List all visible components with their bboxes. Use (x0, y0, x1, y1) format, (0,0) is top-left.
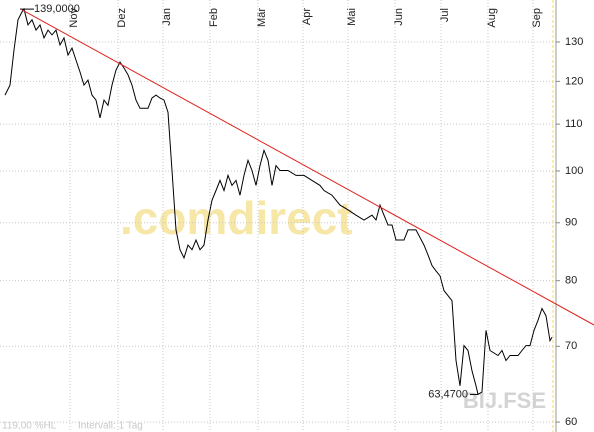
price-line (21, 9, 594, 326)
x-tick-label: Feb (208, 8, 220, 27)
y-tick-label: 90 (565, 217, 577, 229)
x-tick-label: Jul (439, 8, 451, 22)
price-line (4, 7, 553, 396)
x-tick-label: Mai (346, 8, 358, 26)
x-tick-label: Apr (301, 8, 313, 25)
watermark: .comdirect (120, 192, 353, 244)
annotation: 63,4700 (428, 388, 468, 400)
y-tick-label: 80 (565, 275, 577, 287)
footer: Intervall: 1 Tag (78, 421, 143, 432)
footer: 119,00 %HL (2, 421, 57, 432)
y-tick-label: 100 (565, 165, 583, 177)
y-tick-label: 120 (565, 75, 583, 87)
y-tick-label: 110 (565, 118, 583, 130)
x-tick-label: Sep (531, 8, 543, 28)
x-tick-label: Nov (68, 8, 80, 28)
x-tick-label: Jan (161, 8, 173, 26)
x-tick-label: Aug (486, 8, 498, 28)
x-tick-label: Mär (256, 8, 268, 27)
x-tick-label: Dez (116, 8, 128, 28)
symbol: BIJ.FSE (463, 388, 546, 413)
y-tick-label: 130 (565, 36, 583, 48)
x-tick-label: Jun (393, 8, 405, 26)
y-tick-label: 70 (565, 340, 577, 352)
y-tick-label: 60 (565, 416, 577, 428)
annotation: 139,0000 (34, 3, 80, 15)
